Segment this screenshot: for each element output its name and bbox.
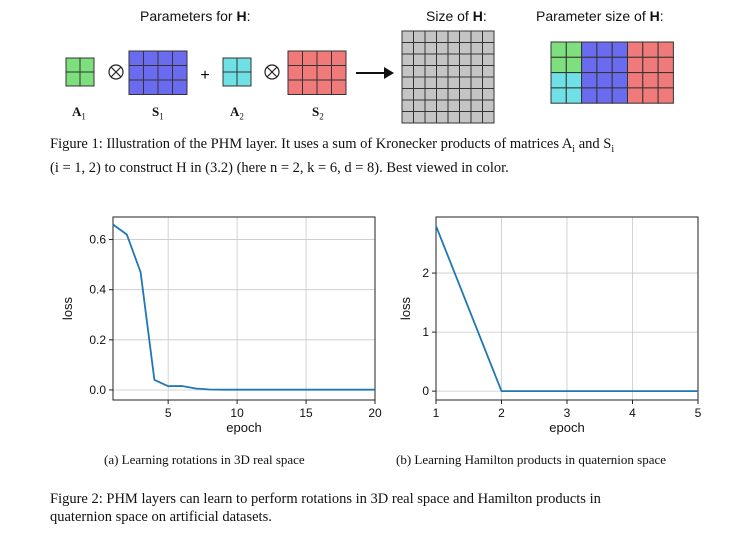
y-axis-label: loss	[60, 296, 75, 320]
plot-frame	[112, 216, 376, 401]
chart-b-caption: (b) Learning Hamilton products in quater…	[396, 452, 667, 467]
y-tick-label: 0.4	[89, 283, 106, 297]
kron-icon-2	[264, 64, 280, 80]
label-s1: S1	[152, 104, 164, 122]
chart-a: 5 10 15 20 0.0 0.2 0.4 0.6 epoch loss	[60, 216, 382, 435]
y-tick-label: 2	[422, 266, 429, 280]
y-tick-label: 1	[422, 325, 429, 339]
matrix-a2	[222, 57, 252, 87]
figure1-caption: Figure 1: Illustration of the PHM layer.…	[50, 136, 615, 176]
y-tick-label: 0.6	[89, 233, 106, 247]
figure2-caption: Figure 2: PHM layers can learn to perfor…	[50, 491, 601, 525]
label-a2: A2	[230, 104, 244, 122]
x-tick-label: 2	[498, 406, 505, 420]
phm-diagram: +	[65, 30, 674, 124]
kron-icon-1	[108, 64, 124, 80]
params-header: Parameters for H:	[140, 8, 251, 24]
loss-series-line	[112, 223, 375, 391]
matrix-h-full	[401, 30, 495, 124]
matrix-s2	[287, 50, 347, 95]
y-tick-label: 0.0	[89, 383, 106, 397]
size-header: Size of H:	[426, 8, 487, 24]
x-tick-label: 20	[368, 406, 382, 420]
arrow-icon	[356, 67, 394, 79]
matrix-s1	[128, 50, 188, 95]
x-tick-label: 5	[165, 406, 172, 420]
matrix-a1	[65, 57, 95, 87]
x-tick-label: 5	[695, 406, 702, 420]
x-axis-label: epoch	[549, 420, 584, 435]
x-tick-label: 10	[230, 406, 244, 420]
label-s2: S2	[312, 104, 324, 122]
plus-sign: +	[200, 67, 209, 84]
x-tick-label: 15	[299, 406, 313, 420]
matrix-h-params	[550, 41, 674, 104]
param-size-header: Parameter size of H:	[536, 8, 664, 24]
label-a1: A1	[72, 104, 86, 122]
y-tick-label: 0.2	[89, 333, 106, 347]
chart-a-caption: (a) Learning rotations in 3D real space	[104, 452, 305, 467]
loss-series-line	[435, 225, 698, 393]
x-tick-label: 3	[564, 406, 571, 420]
x-tick-label: 4	[629, 406, 636, 420]
x-tick-label: 1	[433, 406, 440, 420]
y-tick-label: 0	[422, 384, 429, 398]
y-axis-label: loss	[398, 296, 413, 320]
x-axis-label: epoch	[226, 420, 261, 435]
